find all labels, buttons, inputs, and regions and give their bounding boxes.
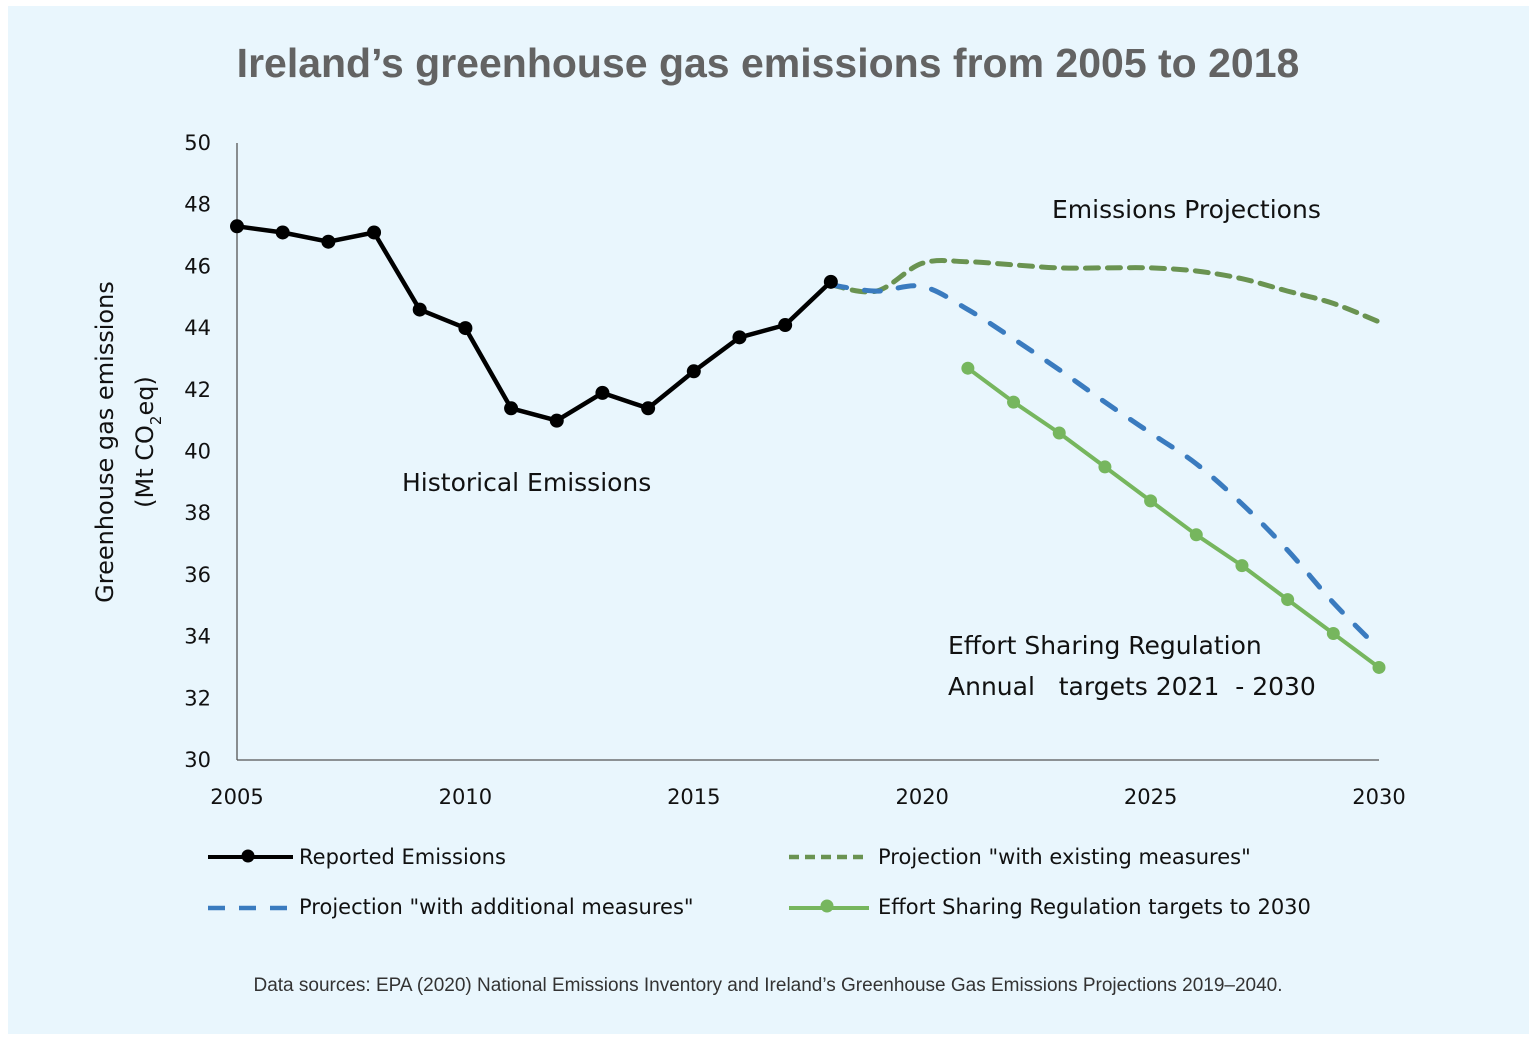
y-tick-label: 46	[184, 254, 211, 278]
data-point	[961, 361, 975, 375]
series-with-existing-measures-line	[828, 258, 1382, 325]
series-with-additional-measures	[828, 282, 1382, 652]
x-tick-label: 2030	[1352, 785, 1405, 809]
y-tick-label: 36	[184, 563, 211, 587]
data-point	[686, 364, 701, 379]
data-point	[275, 225, 290, 240]
chart-title: Ireland’s greenhouse gas emissions from …	[237, 40, 1300, 86]
legend-marker-reported	[241, 849, 255, 863]
data-source-note: Data sources: EPA (2020) National Emissi…	[253, 975, 1282, 996]
data-point	[412, 302, 427, 317]
y-tick-label: 30	[184, 748, 211, 772]
data-point	[1144, 494, 1158, 508]
data-point	[1281, 593, 1295, 607]
legend-label-wam: Projection "with additional measures"	[299, 895, 694, 919]
data-point	[778, 318, 793, 333]
y-tick-label: 32	[184, 686, 211, 710]
x-tick-label: 2015	[667, 785, 720, 809]
data-point	[1052, 426, 1066, 440]
legend-label-esr: Effort Sharing Regulation targets to 203…	[878, 895, 1311, 919]
series-with-existing-measures	[828, 258, 1382, 325]
series-reported-emissions-line	[236, 224, 833, 423]
chart-panel: Ireland’s greenhouse gas emissions from …	[8, 6, 1529, 1034]
y-tick-label: 42	[184, 378, 211, 402]
data-point	[641, 401, 656, 416]
legend-label-reported: Reported Emissions	[299, 845, 506, 869]
y-tick-label: 50	[184, 131, 211, 155]
y-axis-label-line2: (Mt CO2eq)	[131, 376, 165, 508]
data-point	[458, 321, 473, 336]
data-point	[1235, 559, 1249, 573]
data-point	[549, 413, 564, 428]
data-point	[321, 234, 336, 249]
y-tick-label: 48	[184, 193, 211, 217]
y-axis-label: Greenhouse gas emissions (Mt CO2eq)	[91, 281, 165, 603]
data-point	[1098, 460, 1112, 474]
legend-item-wem: Projection "with existing measures"	[789, 845, 1251, 869]
annotation-esr-line2: Annual targets 2021 - 2030	[948, 672, 1316, 701]
y-tick-label: 44	[184, 316, 211, 340]
data-point	[367, 225, 382, 240]
series-reported-emissions	[230, 219, 838, 428]
x-tick-labels: 2005 2010 2015 2020 2025 2030	[210, 785, 1405, 809]
legend-label-wem: Projection "with existing measures"	[878, 845, 1251, 869]
legend-item-wam: Projection "with additional measures"	[208, 895, 694, 919]
data-point	[595, 385, 610, 400]
x-tick-label: 2025	[1124, 785, 1177, 809]
data-point	[1372, 660, 1386, 674]
legend: Reported Emissions Projection "with exis…	[208, 845, 1311, 919]
data-point	[1189, 528, 1203, 542]
series-esr-targets-line	[966, 366, 1381, 670]
legend-item-reported: Reported Emissions	[208, 845, 506, 869]
data-point	[504, 401, 519, 416]
annotation-projections: Emissions Projections	[1052, 195, 1321, 224]
x-tick-label: 2020	[895, 785, 948, 809]
x-tick-label: 2010	[439, 785, 492, 809]
y-tick-labels: 30 32 34 36 38 40 42 44 46 48 50	[184, 131, 211, 772]
x-tick-label: 2005	[210, 785, 263, 809]
annotation-historical: Historical Emissions	[402, 468, 651, 497]
y-tick-label: 38	[184, 501, 211, 525]
data-point	[823, 274, 838, 289]
data-point	[1007, 395, 1021, 409]
y-tick-label: 34	[184, 625, 211, 649]
y-axis-label-line1: Greenhouse gas emissions	[91, 281, 119, 603]
series-with-additional-measures-line	[828, 282, 1382, 652]
annotation-esr-line1: Effort Sharing Regulation	[948, 631, 1262, 660]
legend-item-esr: Effort Sharing Regulation targets to 203…	[789, 895, 1311, 919]
data-point	[230, 219, 244, 234]
y-tick-label: 40	[184, 440, 211, 464]
chart: Ireland’s greenhouse gas emissions from …	[91, 40, 1406, 996]
legend-marker-esr	[820, 899, 834, 913]
series-layer	[230, 219, 1386, 674]
series-esr-targets	[961, 361, 1386, 674]
data-point	[732, 330, 747, 345]
data-point	[1326, 627, 1340, 641]
